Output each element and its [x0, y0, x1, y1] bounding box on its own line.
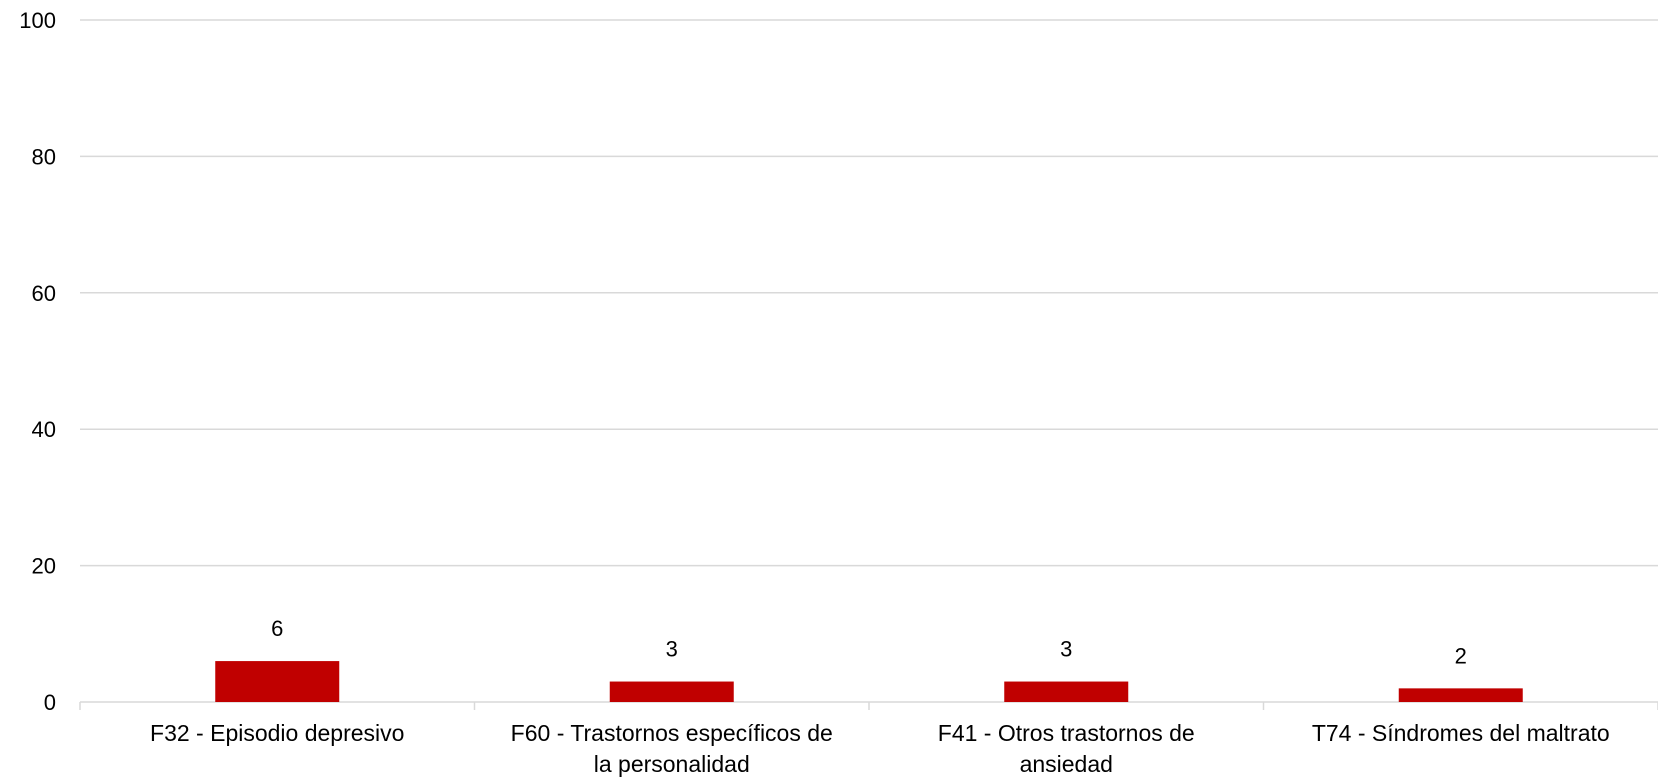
- bar: [1398, 688, 1523, 702]
- y-tick-label: 60: [32, 281, 56, 306]
- category-label-line: F32 - Episodio depresivo: [150, 720, 404, 746]
- bar-data-label: 3: [666, 637, 678, 662]
- y-tick-label: 100: [19, 8, 56, 33]
- y-tick-label: 0: [44, 690, 56, 715]
- category-label-line: ansiedad: [1020, 751, 1113, 777]
- bars: [215, 661, 1523, 702]
- bar: [609, 681, 734, 702]
- y-tick-label: 20: [32, 554, 56, 579]
- category-label-line: F60 - Trastornos específicos de: [511, 720, 833, 746]
- category-label-line: F41 - Otros trastornos de: [938, 720, 1195, 746]
- category-label: F60 - Trastornos específicos de la person…: [511, 720, 833, 777]
- y-tick-label: 40: [32, 417, 56, 442]
- bar: [1004, 681, 1129, 702]
- category-label: F41 - Otros trastornos de ansiedad: [938, 720, 1195, 777]
- data-labels: 6 3 3 2: [271, 616, 1467, 668]
- gridlines: [79, 19, 1658, 710]
- y-tick-label: 80: [32, 144, 56, 169]
- y-axis-tick-labels: 0 20 40 60 80 100: [19, 8, 56, 715]
- category-label: F32 - Episodio depresivo: [150, 720, 404, 746]
- bar-data-label: 3: [1060, 637, 1072, 662]
- x-axis-category-labels: F32 - Episodio depresivo F60 - Trastornos…: [150, 720, 1610, 777]
- category-label-line: la personalidad: [594, 751, 750, 777]
- bar-data-label: 2: [1455, 643, 1467, 668]
- category-label-line: T74 - Síndromes del maltrato: [1312, 720, 1610, 746]
- bar-data-label: 6: [271, 616, 283, 641]
- bar: [215, 661, 340, 702]
- category-label: T74 - Síndromes del maltrato: [1312, 720, 1610, 746]
